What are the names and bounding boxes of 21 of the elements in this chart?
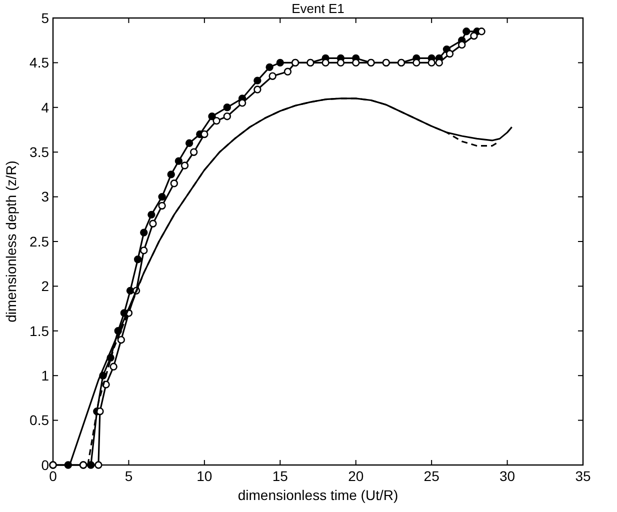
x-tick-label: 25 (424, 468, 440, 484)
x-tick-label: 10 (196, 468, 212, 484)
y-tick-label: 0.5 (30, 412, 50, 428)
x-tick-label: 20 (348, 468, 364, 484)
y-tick-label: 4.5 (30, 54, 50, 71)
y-tick-label: 3.5 (30, 144, 50, 160)
y-tick-label: 2 (41, 278, 50, 294)
y-tick-label: 1 (41, 368, 50, 384)
x-axis-title: dimensionless time (Ut/R) (238, 487, 398, 503)
y-tick-label: 3 (41, 188, 50, 205)
x-tick-label: 30 (499, 468, 516, 484)
x-tick-label: 5 (124, 468, 133, 484)
chart-title: Event E1 (292, 1, 344, 16)
y-tick-label: 4 (41, 99, 50, 116)
y-tick-label: 1.5 (30, 322, 50, 339)
y-tick-label: 5 (41, 10, 50, 26)
x-tick-label: 35 (575, 468, 591, 484)
y-tick-label: 2.5 (30, 233, 50, 250)
y-axis-title: dimensionless depth (z/R) (3, 160, 19, 322)
x-tick-label: 15 (272, 468, 288, 484)
y-tick-label: 0 (41, 456, 50, 473)
